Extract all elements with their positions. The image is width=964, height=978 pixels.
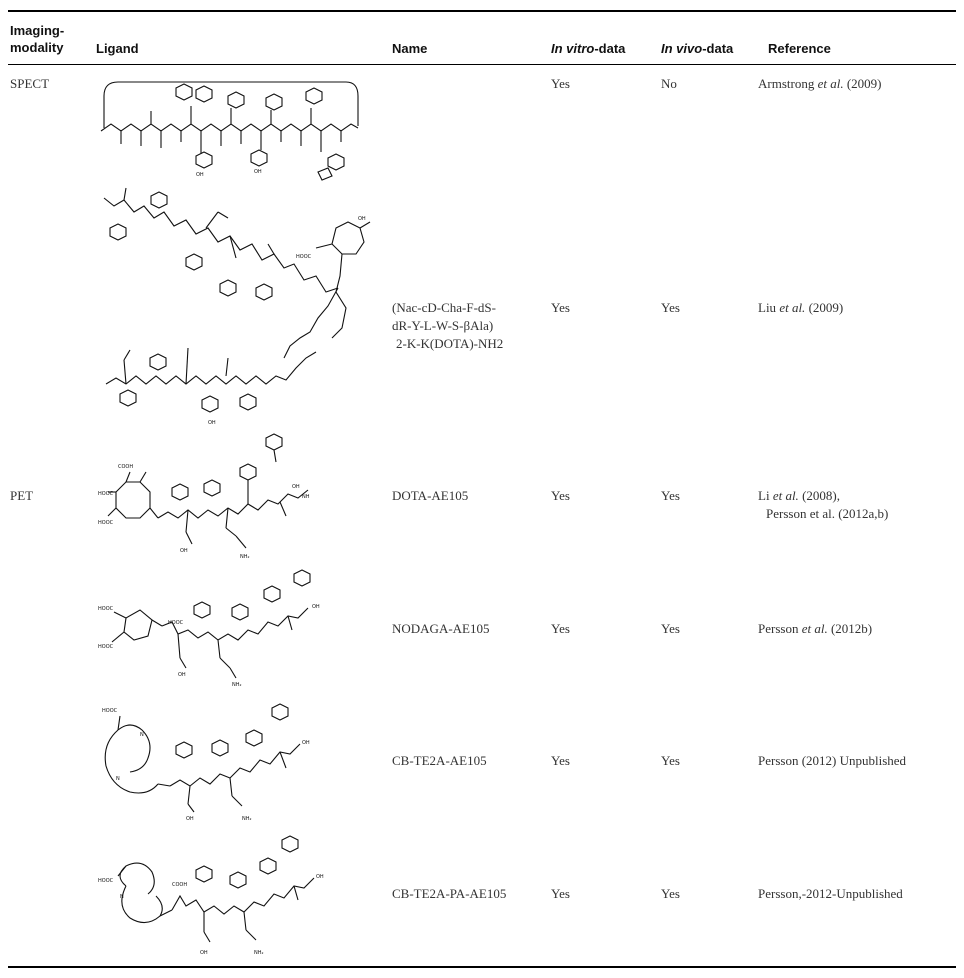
- row-5-in-vivo: Yes: [661, 753, 680, 768]
- svg-text:COOH: COOH: [118, 464, 133, 470]
- svg-text:OH: OH: [254, 169, 262, 175]
- row-2-in-vivo: Yes: [661, 300, 680, 315]
- row-1-ref-etal: et al.: [817, 76, 844, 91]
- row-4-name: NODAGA-AE105: [392, 621, 490, 636]
- header-in-vivo-data: In vivo-data: [661, 40, 733, 57]
- row-2-name-line1: (Nac-cD-Cha-F-dS-: [392, 300, 496, 315]
- svg-text:HOOC: HOOC: [168, 620, 184, 626]
- row-5-ligand-structure: HOOC N N OH NH₂ OH: [96, 700, 336, 825]
- row-6-ligand-structure: HOOC COOH N OH NH₂ OH: [96, 835, 336, 961]
- row-6-name: CB-TE2A-PA-AE105: [392, 886, 507, 901]
- row-3-in-vitro: Yes: [551, 488, 570, 503]
- row-1-in-vitro: Yes: [551, 76, 570, 91]
- svg-text:HOOC: HOOC: [98, 606, 114, 612]
- row-6-in-vitro: Yes: [551, 886, 570, 901]
- row-1-ref-year: (2009): [843, 76, 882, 91]
- row-3-ref-year: (2008),: [798, 488, 840, 503]
- svg-text:HOOC: HOOC: [98, 520, 114, 526]
- row-3-ref-author: Li: [758, 488, 773, 503]
- row-2-ref-year: (2009): [805, 300, 844, 315]
- row-4-ligand-structure: HOOC HOOC HOOC OH NH₂ OH: [96, 568, 336, 688]
- table-top-rule: [8, 10, 956, 12]
- row-4-ref-etal: et al.: [801, 621, 828, 636]
- svg-text:OH: OH: [302, 740, 310, 746]
- header-in-vitro-data: In vitro-data: [551, 40, 625, 57]
- svg-text:N: N: [140, 732, 144, 738]
- svg-text:OH: OH: [178, 672, 186, 678]
- svg-text:NH₂: NH₂: [232, 682, 242, 688]
- svg-text:OH: OH: [312, 604, 320, 610]
- svg-text:N: N: [116, 776, 120, 782]
- row-4-in-vitro: Yes: [551, 621, 570, 636]
- row-2-ref-etal: et al.: [779, 300, 806, 315]
- svg-text:NH₂: NH₂: [242, 816, 252, 822]
- svg-text:OH: OH: [200, 950, 208, 956]
- row-1-reference: Armstrong et al. (2009): [758, 75, 958, 93]
- header-reference: Reference: [768, 41, 831, 56]
- svg-text:HOOC: HOOC: [296, 254, 312, 260]
- row-5-in-vitro: Yes: [551, 753, 570, 768]
- row-1-modality: SPECT: [10, 76, 50, 91]
- svg-text:NH₂: NH₂: [254, 950, 264, 956]
- svg-text:NH₂: NH₂: [240, 554, 250, 560]
- header-imaging-modality: Imaging- modality: [10, 22, 64, 56]
- row-3-reference: Li et al. (2008), Persson et al. (2012a,…: [758, 487, 958, 523]
- row-1-ligand-structure: OH OH: [96, 76, 366, 186]
- table-bottom-rule: [8, 966, 956, 968]
- row-4-ref-author: Persson: [758, 621, 802, 636]
- row-3-in-vivo: Yes: [661, 488, 680, 503]
- row-4-in-vivo: Yes: [661, 621, 680, 636]
- row-6-reference: Persson,-2012-Unpublished: [758, 886, 903, 901]
- row-5-name: CB-TE2A-AE105: [392, 753, 487, 768]
- row-1-ref-author: Armstrong: [758, 76, 818, 91]
- svg-text:OH: OH: [316, 874, 324, 880]
- header-modality-line1: Imaging-: [10, 23, 65, 38]
- row-3-ligand-structure: HOOC COOH HOOC OH NH₂ OH NH: [96, 432, 336, 562]
- row-2-name-line2: dR-Y-L-W-S-βAla): [392, 318, 494, 333]
- table-header-rule: [8, 64, 956, 65]
- row-2-name-line3: 2-K-K(DOTA)-NH2: [396, 336, 504, 351]
- row-4-reference: Persson et al. (2012b): [758, 620, 958, 638]
- svg-text:HOOC: HOOC: [102, 708, 118, 714]
- svg-text:HOOC: HOOC: [98, 644, 114, 650]
- svg-text:OH: OH: [186, 816, 194, 822]
- row-1-in-vivo: No: [661, 76, 677, 91]
- svg-text:NH: NH: [302, 494, 310, 500]
- row-3-ref-etal: et al.: [772, 488, 799, 503]
- row-2-reference: Liu et al. (2009): [758, 299, 958, 317]
- svg-text:OH: OH: [180, 548, 188, 554]
- svg-text:OH: OH: [358, 216, 366, 222]
- svg-text:HOOC: HOOC: [98, 878, 114, 884]
- svg-text:OH: OH: [292, 484, 300, 490]
- row-2-ref-author: Liu: [758, 300, 780, 315]
- row-2-in-vitro: Yes: [551, 300, 570, 315]
- row-3-name: DOTA-AE105: [392, 488, 469, 503]
- row-5-reference: Persson (2012) Unpublished: [758, 753, 907, 768]
- row-6-in-vivo: Yes: [661, 886, 680, 901]
- row-2-name: (Nac-cD-Cha-F-dS- dR-Y-L-W-S-βAla) 2-K-K…: [392, 299, 542, 353]
- svg-text:HOOC: HOOC: [98, 491, 114, 497]
- header-in-vitro-suffix: -data: [594, 41, 626, 56]
- svg-text:COOH: COOH: [172, 882, 187, 888]
- svg-text:OH: OH: [208, 420, 216, 426]
- svg-text:OH: OH: [196, 172, 204, 178]
- header-in-vivo-suffix: -data: [702, 41, 734, 56]
- header-name: Name: [392, 41, 428, 56]
- row-4-ref-year: (2012b): [827, 621, 873, 636]
- row-3-modality: PET: [10, 488, 34, 503]
- header-in-vivo-italic: In vivo: [661, 41, 703, 56]
- row-2-ligand-structure: OH HOOC OH: [96, 187, 381, 433]
- row-3-ref-line2: Persson et al. (2012a,b): [766, 506, 889, 521]
- header-modality-line2: modality: [10, 40, 64, 55]
- header-ligand: Ligand: [96, 41, 139, 56]
- svg-text:N: N: [120, 894, 124, 900]
- header-in-vitro-italic: In vitro: [551, 41, 595, 56]
